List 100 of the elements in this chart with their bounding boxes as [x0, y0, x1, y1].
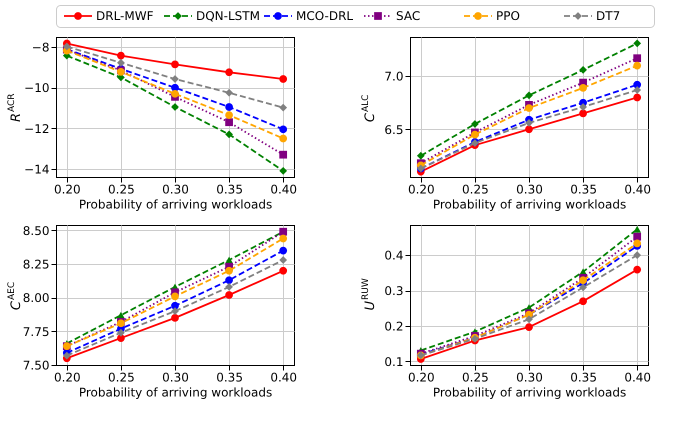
- x-tick-label: 0.40: [270, 370, 298, 384]
- x-tick-label: 0.40: [270, 182, 298, 196]
- y-tick-label: 8.50: [22, 224, 50, 238]
- point: [279, 167, 288, 175]
- legend-label: SAC: [396, 9, 420, 23]
- point: [171, 60, 179, 68]
- point: [279, 134, 288, 142]
- x-tick-label: 0.20: [54, 370, 81, 384]
- x-tick-label: 0.35: [216, 370, 243, 384]
- y-tick-label: 0.2: [384, 320, 404, 334]
- point: [633, 54, 642, 62]
- point: [225, 276, 233, 284]
- legend-label: MCO-DRL: [296, 9, 354, 23]
- point: [579, 66, 587, 74]
- x-tick-label: 0.40: [624, 370, 652, 384]
- point: [525, 125, 533, 134]
- y-axis-title: RACR: [7, 93, 24, 122]
- point: [525, 323, 533, 331]
- point: [279, 104, 288, 112]
- y-tick-label: −8: [32, 40, 50, 55]
- legend-label: DRL-MWF: [96, 9, 154, 23]
- point: [633, 240, 642, 248]
- y-tick-label: 7.0: [384, 70, 404, 84]
- y-tick-label: −10: [24, 81, 50, 96]
- x-tick-label: 0.25: [108, 182, 135, 196]
- point: [225, 103, 233, 111]
- x-axis-title: Probability of arriving workloads: [78, 198, 272, 212]
- legend-label: DQN-LSTM: [196, 9, 260, 23]
- point: [633, 62, 642, 70]
- point: [62, 352, 71, 360]
- point: [279, 150, 288, 159]
- y-axis-title: URUW: [361, 278, 378, 311]
- point: [525, 104, 533, 112]
- x-tick-label: 0.35: [570, 370, 597, 384]
- point: [117, 328, 125, 337]
- x-tick-label: 0.30: [516, 182, 543, 196]
- point: [225, 266, 233, 275]
- point: [225, 111, 233, 119]
- point: [579, 276, 587, 284]
- x-tick-label: 0.30: [162, 370, 189, 384]
- y-tick-label: 8.25: [22, 258, 50, 272]
- point: [633, 94, 642, 102]
- point: [171, 90, 179, 98]
- point: [525, 315, 533, 324]
- point: [525, 119, 533, 127]
- x-tick-label: 0.20: [54, 182, 81, 196]
- point: [62, 42, 71, 50]
- point: [225, 68, 233, 76]
- y-tick-label: 7.75: [22, 324, 50, 339]
- x-tick-label: 0.30: [516, 370, 543, 384]
- point: [579, 110, 587, 118]
- point: [225, 118, 233, 126]
- point: [279, 234, 288, 242]
- y-tick-label: 0.4: [384, 248, 404, 263]
- point: [279, 125, 288, 134]
- y-tick-label: 6.5: [384, 122, 404, 137]
- x-tick-label: 0.30: [162, 182, 189, 196]
- point: [117, 52, 125, 60]
- x-axis-title: Probability of arriving workloads: [78, 386, 272, 400]
- point: [171, 103, 179, 111]
- y-tick-label: 8.00: [22, 291, 50, 306]
- x-tick-label: 0.35: [216, 182, 243, 196]
- point: [579, 297, 587, 306]
- point: [416, 152, 425, 160]
- y-tick-label: −12: [24, 122, 50, 136]
- point: [579, 284, 587, 292]
- point: [171, 75, 179, 83]
- x-tick-label: 0.25: [108, 370, 135, 384]
- point: [225, 130, 233, 138]
- point: [279, 256, 288, 264]
- point: [279, 75, 288, 83]
- x-tick-label: 0.40: [624, 182, 652, 196]
- legend-label: DT7: [596, 9, 620, 23]
- point: [279, 246, 288, 254]
- x-tick-label: 0.25: [462, 182, 489, 196]
- point: [633, 39, 642, 48]
- x-tick-label: 0.20: [408, 370, 435, 384]
- point: [633, 266, 642, 274]
- x-tick-label: 0.25: [462, 370, 489, 384]
- x-tick-label: 0.35: [570, 182, 597, 196]
- y-axis-title: CALC: [361, 94, 378, 122]
- point: [633, 86, 642, 94]
- x-tick-label: 0.20: [408, 182, 435, 196]
- point: [279, 266, 288, 275]
- point: [633, 226, 642, 233]
- point: [171, 314, 179, 322]
- point: [633, 251, 642, 259]
- point: [525, 91, 533, 100]
- point: [225, 291, 233, 299]
- point: [471, 120, 479, 128]
- y-tick-label: 0.1: [384, 354, 404, 369]
- point: [225, 283, 233, 291]
- point: [117, 58, 125, 67]
- point: [225, 88, 233, 97]
- point: [579, 103, 587, 111]
- point: [579, 84, 587, 92]
- x-axis-title: Probability of arriving workloads: [432, 198, 626, 212]
- y-tick-label: −14: [24, 162, 50, 176]
- legend-label: PPO: [496, 9, 520, 23]
- y-tick-label: 7.50: [22, 358, 50, 372]
